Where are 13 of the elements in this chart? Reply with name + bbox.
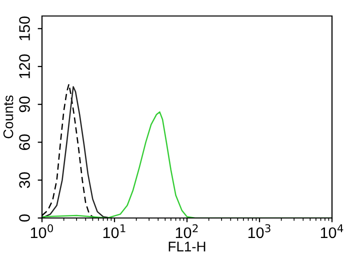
y-tick-label: 90	[19, 96, 30, 112]
y-tick-label: 150	[19, 16, 30, 40]
y-tick-label: 120	[19, 54, 30, 78]
x-tick-label: 10$^{4}$	[320, 224, 344, 238]
y-tick-label: 60	[19, 134, 30, 150]
x-tick-label: 10$^{2}$	[176, 224, 198, 238]
y-tick-label: 0	[19, 214, 30, 222]
x-tick-label: 10$^{0}$	[30, 224, 54, 238]
y-tick-label: 30	[19, 172, 30, 188]
y-axis-title: Counts	[3, 95, 14, 138]
x-axis-title: FL1-H	[168, 242, 206, 252]
x-tick-label: 10$^{1}$	[103, 224, 126, 238]
x-tick-label: 10$^{3}$	[248, 224, 270, 238]
